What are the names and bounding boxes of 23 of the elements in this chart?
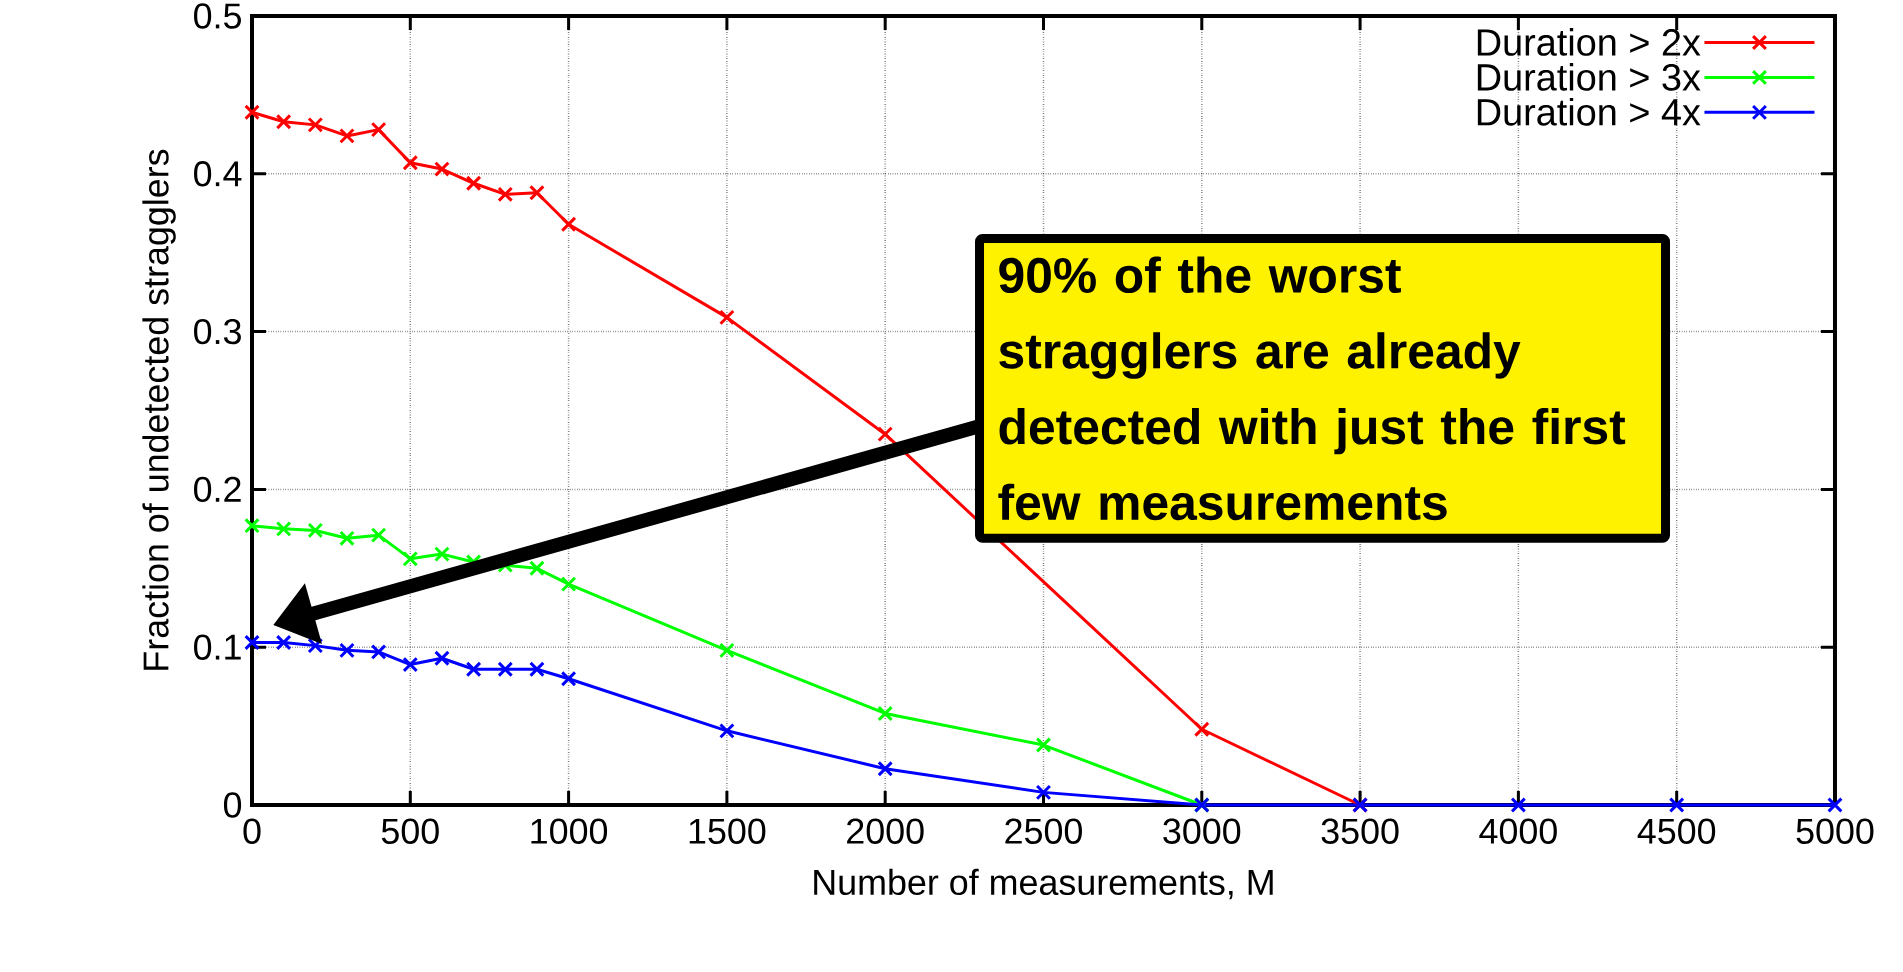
annotation: 90% of the worst stragglers are already detected with just the first few measurements xyxy=(998,256,1626,521)
x-tick-label: 0 xyxy=(243,818,261,844)
x-axis-title: Number of measurements, M xyxy=(814,868,1273,900)
y-tick-label: 0.3 xyxy=(194,318,241,345)
x-tick-label: 4000 xyxy=(1479,818,1557,844)
x-tick-label: 4500 xyxy=(1637,818,1716,844)
y-tick-label: 0.2 xyxy=(194,476,241,503)
x-tick-label: 1000 xyxy=(531,818,608,844)
x-tick-label: 3500 xyxy=(1321,818,1399,844)
legend-label: Duration > 3x xyxy=(1477,62,1701,91)
x-tick-label: 1500 xyxy=(689,818,766,844)
legend-label: Duration > 2x xyxy=(1477,28,1701,56)
legend-label: Duration > 4x xyxy=(1477,97,1701,126)
y-tick-label: 0.5 xyxy=(194,3,241,29)
x-tick-label: 3000 xyxy=(1163,818,1241,844)
x-tick-label: 500 xyxy=(381,818,439,844)
x-tick-label: 5000 xyxy=(1796,818,1874,844)
y-tick-label: 0 xyxy=(223,792,242,818)
x-tick-label: 2000 xyxy=(847,818,924,844)
y-tick-label: 0.1 xyxy=(194,634,241,660)
y-tick-label: 0.4 xyxy=(194,161,242,187)
x-tick-label: 2500 xyxy=(1005,818,1082,844)
y-axis-title: Fraction of undetected stragglers xyxy=(142,149,176,670)
